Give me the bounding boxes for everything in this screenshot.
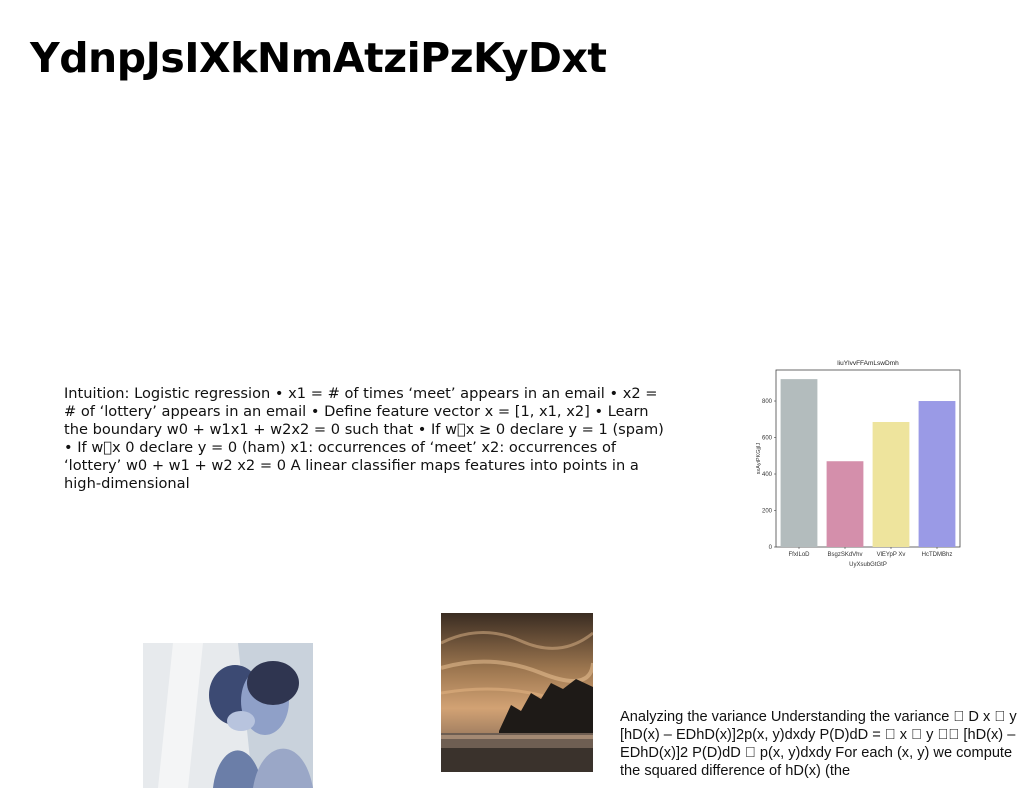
y-tick-label-1: 0: [769, 545, 773, 551]
y-tick-label-2: 200: [762, 509, 773, 515]
x-axis-label: UyXsubGtGtP: [849, 562, 887, 568]
couple-photo: [143, 643, 313, 788]
body-text: Intuition: Logistic regression • x1 = # …: [64, 385, 664, 492]
x-tick-label-3: VlEYpP Xv: [877, 552, 906, 558]
coast-photo: [441, 613, 593, 772]
x-tick-label-4: HcTDMBhz: [922, 552, 953, 558]
bar-chart: FfxILoD BsgzSKdVhv VlEYpP Xv HcTDMBhz 0 200 40…: [752, 354, 968, 570]
coast-photo-illustration: [441, 613, 593, 772]
x-tick-label-2: BsgzSKdVhv: [827, 552, 862, 558]
plot-frame: [775, 369, 961, 548]
y-axis-label: sxAyiPKGjjIJ: [756, 443, 762, 475]
y-tick-label-4: 600: [762, 436, 773, 442]
bar-3: [872, 422, 910, 547]
y-tick-label-5: 800: [762, 399, 773, 405]
chart-title: liuYlvvFFAmLswDmh: [837, 360, 899, 367]
bar-chart-svg: FfxILoD BsgzSKdVhv VlEYpP Xv HcTDMBhz 0 200 40…: [756, 360, 961, 568]
bar-2: [826, 461, 864, 547]
x-tick-label-1: FfxILoD: [788, 552, 810, 558]
bar-4: [918, 401, 956, 547]
couple-photo-illustration: [143, 643, 313, 788]
slide-title: YdnpJsIXkNmAtziPzKyDxt: [30, 34, 607, 82]
footer-text: Analyzing the variance Understanding the…: [620, 709, 1017, 779]
y-tick-label-3: 400: [762, 472, 773, 478]
bar-1: [780, 379, 818, 547]
